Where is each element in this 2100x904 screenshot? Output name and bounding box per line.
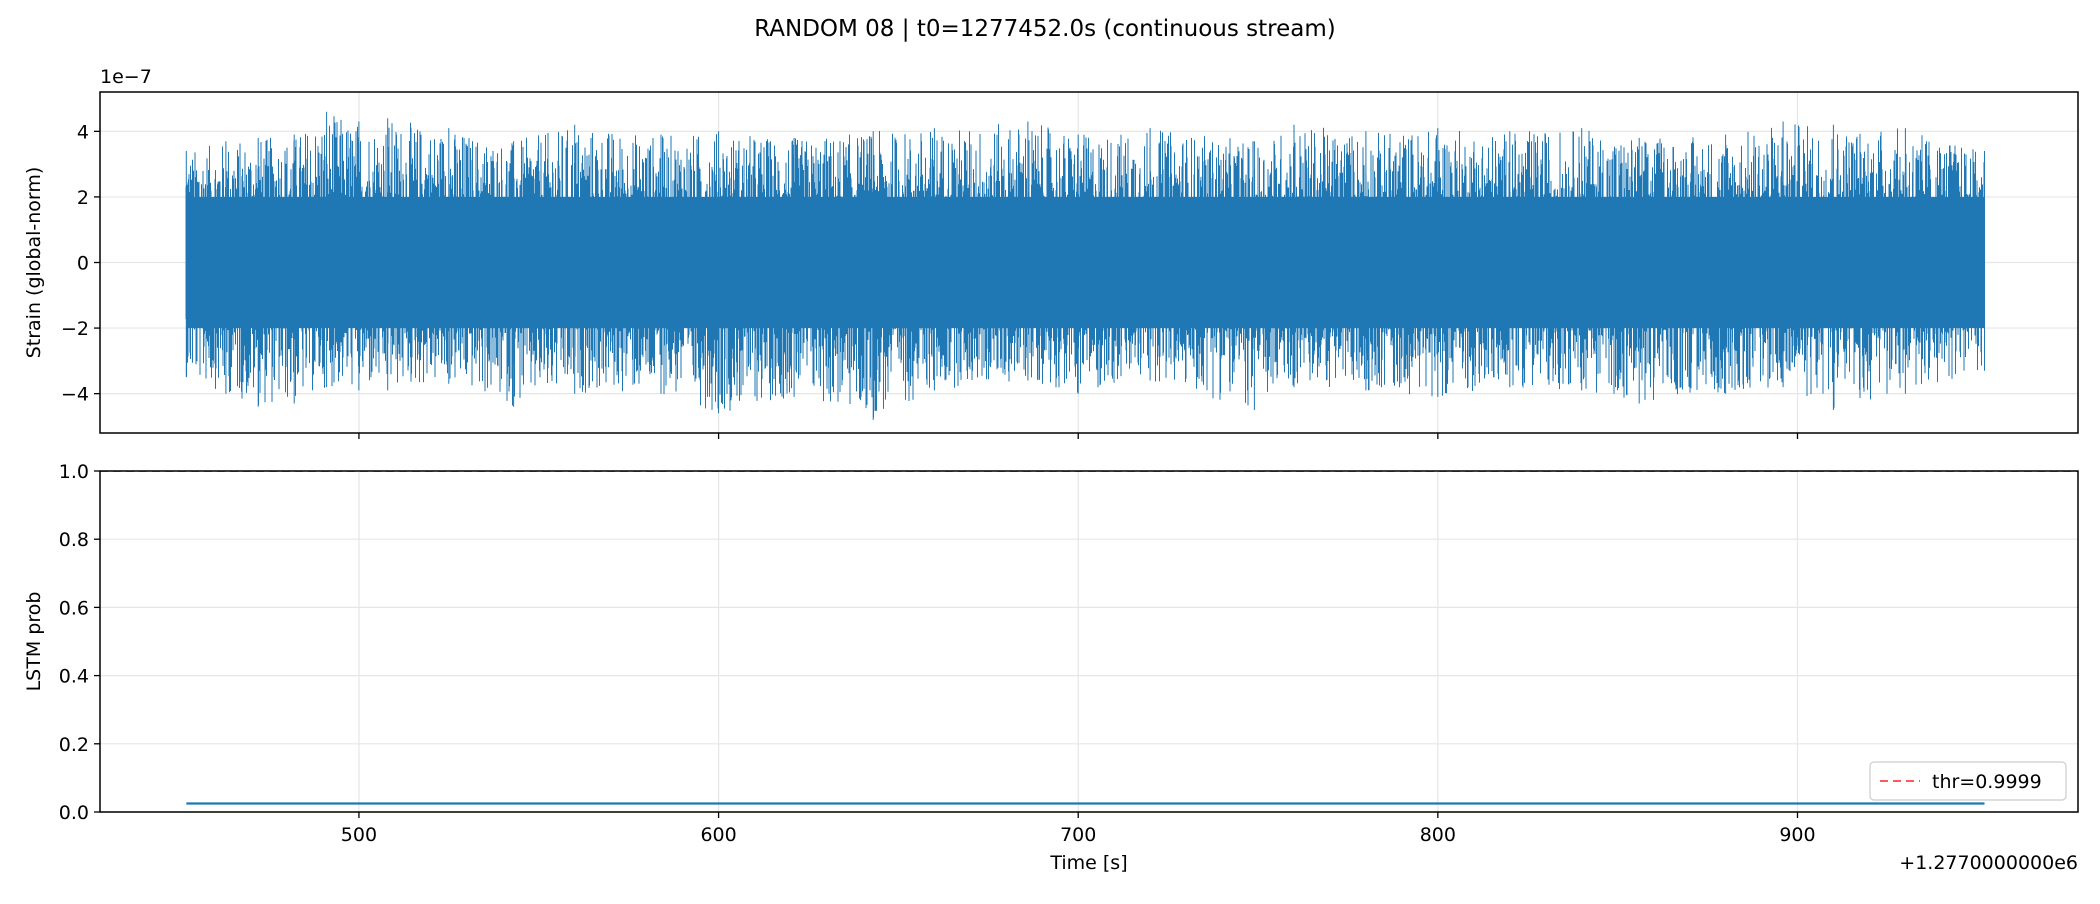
legend-label: thr=0.9999 [1932,771,2042,793]
y-tick-label: 4 [77,121,89,143]
legend: thr=0.9999 [1869,761,2067,801]
strain-series-line [185,111,1985,420]
y-offset-label: 1e−7 [100,66,152,88]
y-axis-label: LSTM prob [23,592,45,692]
y-tick-label: 0.0 [59,802,89,824]
x-tick-label: 800 [1420,824,1456,846]
y-tick-label: −4 [61,384,89,406]
y-tick-label: 1.0 [59,461,89,483]
x-tick-label: 500 [341,824,377,846]
y-tick-label: 0.4 [59,666,89,688]
y-tick-label: 0.2 [59,734,89,756]
x-offset-label: +1.2770000000e6 [1899,852,2078,874]
y-tick-label: 0 [77,253,89,275]
x-tick-label: 700 [1060,824,1096,846]
legend-box [1869,761,2067,801]
plot-area [185,111,1985,420]
y-axis-label: Strain (global-norm) [23,167,45,359]
y-tick-label: 0.8 [59,529,89,551]
plot-area [100,471,2078,805]
x-tick-label: 900 [1779,824,1815,846]
y-tick-label: 2 [77,187,89,209]
figure-title: RANDOM 08 | t0=1277452.0s (continuous st… [754,16,1336,42]
y-tick-label: −2 [61,318,89,340]
probability-panel: 500 600 700 800 900 0.0 0.2 0.4 0.6 0.8 1.0 LSTM pr… [23,461,2079,874]
strain-panel: −4 −2 0 2 4 Strain (global-norm) 1e−7 [23,66,2079,439]
axes-frame [99,470,2079,813]
x-axis-label: Time [s] [1049,852,1127,874]
x-tick-label: 600 [700,824,736,846]
y-tick-label: 0.6 [59,597,89,619]
grid-lines [100,470,2078,813]
